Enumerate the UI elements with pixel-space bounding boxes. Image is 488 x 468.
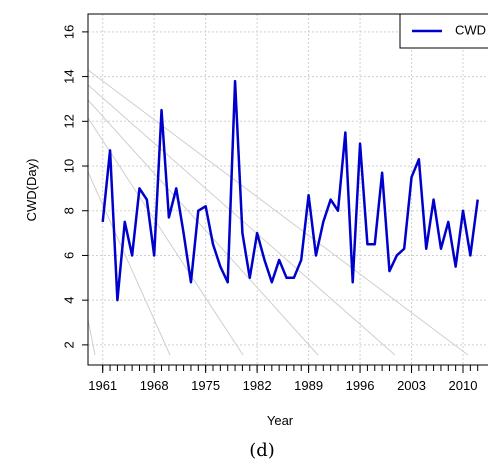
grid <box>88 14 488 365</box>
y-tick-label: 12 <box>61 114 76 128</box>
legend-label: CWD <box>455 22 486 37</box>
x-tick-label: 1989 <box>294 378 323 393</box>
background-lines <box>88 69 469 356</box>
x-tick-label: 1982 <box>243 378 272 393</box>
plot-frame <box>87 13 488 366</box>
data-line <box>101 79 479 302</box>
x-tick-label: 1996 <box>346 378 375 393</box>
diagonal-line <box>88 69 469 356</box>
y-tick-label: 8 <box>61 207 76 214</box>
diagonal-line <box>88 99 319 356</box>
y-tick-label: 2 <box>61 341 76 348</box>
y-tick-label: 4 <box>61 297 76 304</box>
y-tick-label: 16 <box>61 25 76 39</box>
y-tick-label: 10 <box>61 159 76 173</box>
y-axis-label: CWD(Day) <box>24 159 39 222</box>
x-tick-label: 1961 <box>88 378 117 393</box>
x-tick-label: 2003 <box>397 378 426 393</box>
x-axis-label: Year <box>267 413 294 428</box>
diagonal-line <box>88 319 96 356</box>
diagonal-line <box>88 117 244 356</box>
y-tick-label: 6 <box>61 252 76 259</box>
x-tick-label: 2010 <box>449 378 478 393</box>
x-tick-label: 1968 <box>140 378 169 393</box>
x-tick-label: 1975 <box>191 378 220 393</box>
diagonal-line <box>88 171 171 356</box>
y-tick-label: 14 <box>61 69 76 83</box>
caption: (d) <box>249 440 275 461</box>
